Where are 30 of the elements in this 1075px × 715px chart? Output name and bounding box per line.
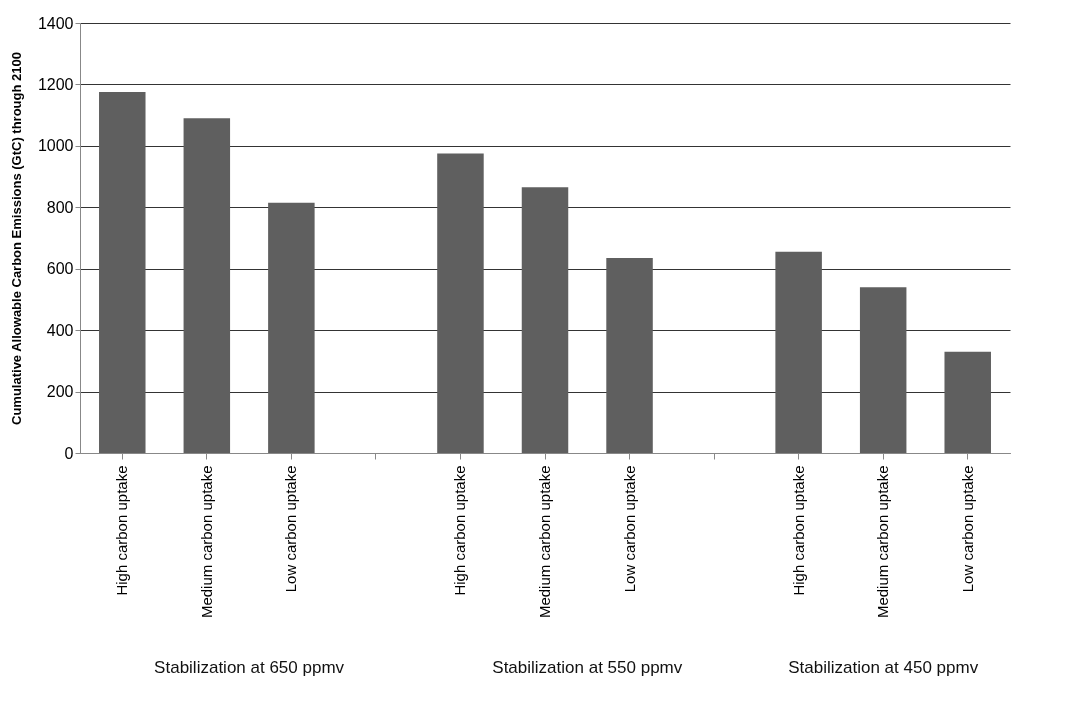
y-tick-label: 1400 [37,14,74,32]
bar [183,118,231,453]
bar [944,351,991,453]
y-tick-label: 400 [46,321,74,339]
y-tick-label: 1200 [37,75,74,93]
y-tick-label: 0 [64,444,74,462]
x-tick-label: Medium carbon uptake [197,465,215,619]
y-tick-label: 600 [46,260,74,278]
x-tick-label: Low carbon uptake [620,465,638,593]
x-tick-label: Medium carbon uptake [536,465,553,619]
x-tick-label: High carbon uptake [451,465,469,596]
text: Stabilization at 550 ppmv [492,658,683,677]
bar [268,202,315,453]
y-axis-title: Cumulative Allowable Carbon Emissions (GtC) through 2100 [8,52,24,425]
bar [775,251,822,453]
x-tick-label: Low carbon uptake [282,465,300,593]
x-tick-label: Medium carbon uptake [874,465,892,619]
x-tick-label: High carbon uptake [789,465,807,596]
bar [521,187,569,453]
y-tick-label: 800 [46,198,74,216]
y-tick-label: 1000 [37,137,74,155]
text: Stabilization at 450 ppmv [788,658,979,677]
bar [606,257,653,453]
x-tick-label: Low carbon uptake [958,465,976,593]
x-tick-label: High carbon uptake [113,465,131,596]
text: Stabilization at 650 ppmv [154,658,345,677]
y-tick-label: 200 [46,383,74,401]
bar [99,92,146,453]
bar [859,287,907,453]
bar [437,153,484,453]
